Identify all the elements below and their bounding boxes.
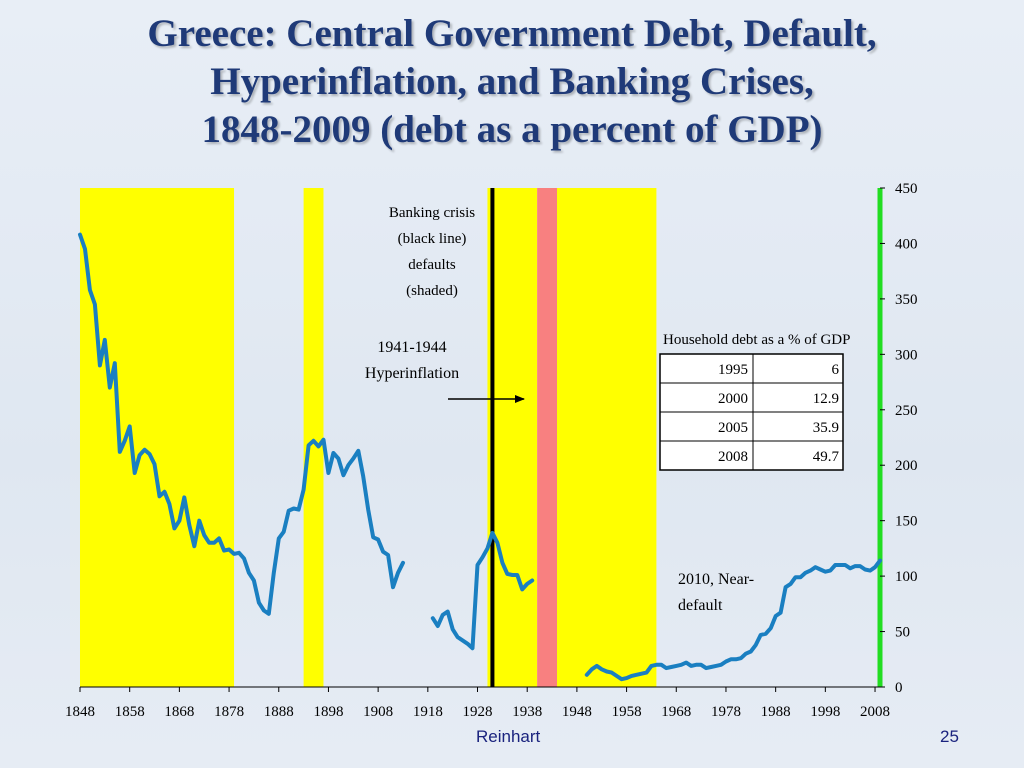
y-tick-label-350: 350 <box>895 292 918 308</box>
x-tick-label-1968: 1968 <box>661 704 691 720</box>
x-tick-label-1868: 1868 <box>164 704 194 720</box>
hyperinflation-shade <box>537 188 558 687</box>
banking-crisis-note-1: Banking crisis <box>389 205 475 221</box>
y-tick-label-100: 100 <box>895 569 918 585</box>
household-year-2005: 2005 <box>718 420 748 436</box>
default-period-shade-1 <box>80 188 235 687</box>
y-tick-label-150: 150 <box>895 514 918 530</box>
title-line-3: 1848-2009 (debt as a percent of GDP) <box>201 108 823 151</box>
y-tick-label-50: 50 <box>895 625 910 641</box>
x-tick-label-1938: 1938 <box>512 704 542 720</box>
debt-line-segment-2 <box>430 530 535 651</box>
x-tick-label-1928: 1928 <box>463 704 493 720</box>
y-tick-label-400: 400 <box>895 236 918 252</box>
footer-author: Reinhart <box>476 727 541 746</box>
x-tick-label-2008: 2008 <box>860 704 890 720</box>
near-default-note-1: 2010, Near- <box>678 571 754 588</box>
y-tick-label-200: 200 <box>895 458 918 474</box>
near-default-note-2: default <box>678 597 723 614</box>
y-tick-label-0: 0 <box>895 680 903 696</box>
title-line-2: Hyperinflation, and Banking Crises, <box>210 60 814 103</box>
household-value-1995: 6 <box>832 362 840 378</box>
y-tick-label-450: 450 <box>895 181 918 197</box>
household-year-2000: 2000 <box>718 391 748 407</box>
x-tick-label-1998: 1998 <box>810 704 840 720</box>
default-period-shade-4 <box>547 188 657 687</box>
household-value-2005: 35.9 <box>813 420 839 436</box>
x-tick-label-1908: 1908 <box>363 704 393 720</box>
banking-crisis-note-2: (black line) <box>398 231 467 247</box>
household-value-2008: 49.7 <box>813 449 840 465</box>
x-tick-label-1858: 1858 <box>115 704 145 720</box>
household-table-title: Household debt as a % of GDP <box>663 332 850 348</box>
y-tick-label-300: 300 <box>895 347 918 363</box>
x-tick-label-1988: 1988 <box>761 704 791 720</box>
page-title: Greece: Central Government Debt, Default… <box>0 10 1024 154</box>
household-year-2008: 2008 <box>718 449 748 465</box>
x-tick-label-1848: 1848 <box>65 704 95 720</box>
household-year-1995: 1995 <box>718 362 748 378</box>
debt-line-segment-3 <box>584 558 882 682</box>
x-tick-label-1948: 1948 <box>562 704 592 720</box>
title-line-1: Greece: Central Government Debt, Default… <box>147 12 877 55</box>
debt-line-segment-1 <box>78 232 405 616</box>
x-tick-label-1888: 1888 <box>264 704 294 720</box>
y-tick-label-250: 250 <box>895 403 918 419</box>
default-period-shade-2 <box>303 188 324 687</box>
x-tick-label-1898: 1898 <box>313 704 343 720</box>
page-number: 25 <box>940 727 959 746</box>
banking-crisis-note-3: defaults <box>408 257 456 273</box>
x-tick-label-1878: 1878 <box>214 704 244 720</box>
household-value-2000: 12.9 <box>813 391 839 407</box>
x-tick-label-1978: 1978 <box>711 704 741 720</box>
banking-crisis-note-4: (shaded) <box>406 283 458 299</box>
default-period-shade-3 <box>487 188 538 687</box>
hyperinflation-note-2: Hyperinflation <box>365 365 459 382</box>
x-tick-label-1958: 1958 <box>612 704 642 720</box>
hyperinflation-note-1: 1941-1944 <box>377 339 446 356</box>
x-tick-label-1918: 1918 <box>413 704 443 720</box>
